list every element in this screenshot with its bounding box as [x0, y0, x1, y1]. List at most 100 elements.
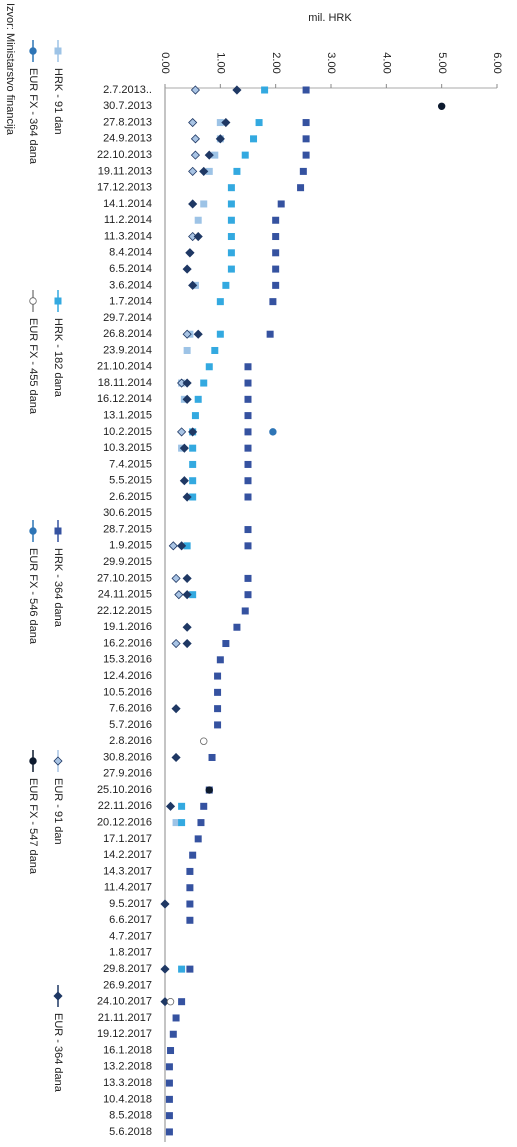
point [193, 231, 203, 242]
category-label: 8.5.2018 [109, 1110, 152, 1122]
category-label: 23.9.2014 [103, 344, 152, 356]
category-label: 30.7.2013 [103, 100, 152, 112]
category-label: 10.2.2015 [103, 426, 152, 438]
category-label: 8.4.2014 [109, 247, 152, 259]
legend-label: EUR FX - 546 dana [27, 548, 39, 645]
point [214, 672, 222, 680]
point [190, 150, 200, 160]
value-tick-label: 1.00 [214, 52, 226, 73]
category-label: 24.11.2015 [98, 589, 152, 601]
category-label: 24.10.2017 [97, 996, 152, 1008]
category-label: 16.1.2018 [103, 1044, 152, 1056]
legend-label: EUR - 364 dana [52, 1013, 64, 1093]
category-label: 26.9.2017 [103, 979, 152, 991]
point [186, 884, 194, 892]
category-label: 2.8.2016 [109, 735, 152, 747]
point [233, 623, 241, 631]
category-label: 21.10.2014 [97, 361, 152, 373]
point [172, 1014, 180, 1022]
legend-label: EUR FX - 455 dana [27, 318, 39, 415]
point [269, 298, 277, 306]
category-label: 19.1.2016 [103, 621, 152, 633]
category-label: 5.6.2018 [109, 1126, 152, 1138]
point [302, 86, 310, 94]
point [178, 965, 186, 973]
point [200, 802, 208, 810]
point [178, 819, 186, 827]
point [179, 443, 189, 453]
category-label: 30.8.2016 [103, 751, 152, 763]
category-label: 27.8.2013 [103, 116, 152, 128]
category-label: 10.5.2016 [103, 686, 152, 698]
point [177, 427, 187, 437]
point [205, 786, 213, 794]
point [166, 997, 175, 1006]
point [266, 330, 274, 338]
category-label: 22.10.2013 [97, 149, 152, 161]
category-label: 29.7.2014 [103, 312, 152, 324]
point [183, 346, 191, 354]
category-label: 11.3.2014 [104, 230, 152, 242]
point [297, 184, 305, 192]
point [165, 1063, 173, 1071]
legend-label: EUR - 91 dan [52, 778, 64, 845]
legend-label: EUR FX - 364 dana [27, 68, 39, 165]
point [200, 737, 208, 745]
point [53, 756, 63, 766]
point [172, 819, 180, 827]
point [186, 900, 194, 908]
category-label: 17.1.2017 [103, 833, 152, 845]
category-label: 16.2.2016 [103, 637, 152, 649]
point [189, 444, 197, 452]
value-tick-label: 4.00 [380, 52, 392, 73]
category-label: 20.12.2016 [97, 817, 152, 829]
point [302, 135, 310, 143]
point [182, 329, 192, 339]
category-label: 15.3.2016 [103, 654, 152, 666]
category-label: 14.2.2017 [103, 849, 152, 861]
point [216, 119, 224, 127]
category-label: 19.11.2013 [98, 165, 152, 177]
category-label: 24.9.2013 [103, 133, 152, 145]
point [233, 167, 241, 175]
point [54, 297, 62, 305]
category-label: 5.5.2015 [109, 475, 152, 487]
legend-label: HRK - 364 dana [52, 548, 64, 628]
point [171, 752, 181, 763]
point [171, 638, 181, 649]
category-label: 17.12.2013 [97, 182, 152, 194]
point [165, 1128, 173, 1136]
point [244, 526, 252, 534]
point [211, 346, 219, 354]
point [29, 47, 37, 55]
category-label: 4.7.2017 [109, 930, 152, 942]
point [178, 802, 186, 810]
point [299, 167, 307, 175]
category-label: 27.10.2015 [97, 572, 152, 584]
point [54, 47, 62, 55]
point [244, 444, 252, 452]
point [261, 86, 269, 94]
point [272, 281, 280, 289]
point [197, 819, 205, 827]
point [29, 297, 37, 305]
point [215, 134, 225, 144]
point [165, 1112, 173, 1120]
point [178, 998, 186, 1006]
point [194, 835, 202, 843]
point [255, 119, 263, 127]
category-label: 6.6.2017 [109, 914, 152, 926]
category-label: 14.3.2017 [103, 865, 152, 877]
value-tick-label: 0.00 [159, 52, 171, 73]
category-label: 7.6.2016 [109, 703, 152, 715]
point [186, 916, 194, 924]
point [182, 622, 192, 632]
point [222, 281, 230, 289]
point [188, 166, 198, 176]
point [272, 216, 280, 224]
point [53, 991, 63, 1001]
point [182, 590, 192, 600]
category-label: 22.12.2015 [97, 605, 152, 617]
point [214, 688, 222, 696]
